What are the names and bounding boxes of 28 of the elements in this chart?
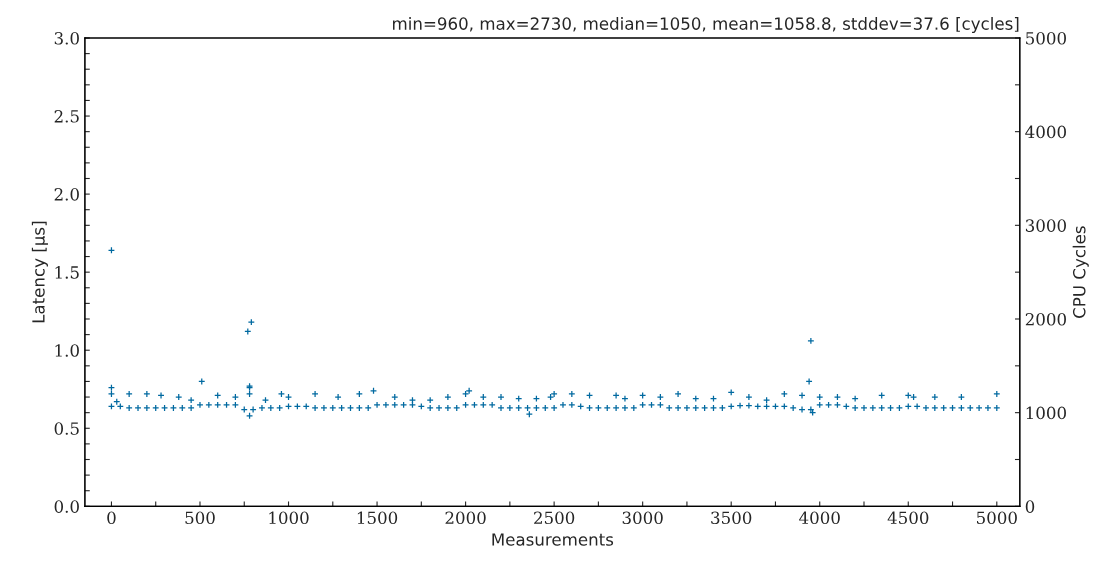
x-tick-label: 4000 [799,511,840,525]
y2-tick-label: 4000 [1025,125,1066,139]
y-tick-label: 3.0 [54,31,79,45]
x-tick-label: 4500 [887,511,929,525]
x-tick-label: 3000 [622,511,663,525]
x-tick-label: 2500 [534,511,575,525]
y2-tick-label: 3000 [1025,219,1066,232]
y-tick-label: 1.0 [55,344,79,357]
x-tick-label: 500 [185,511,215,525]
y2-tick-label: 2000 [1025,312,1066,326]
y2-axis-title: CPU Cycles [1072,226,1089,318]
y-tick-label: 0.0 [54,500,79,513]
y2-tick-label: 0 [1025,500,1035,513]
x-tick-label: 0 [107,511,116,525]
x-tick-label: 3500 [711,511,752,525]
y-tick-label: 2.0 [54,188,79,201]
x-tick-label: 1500 [357,511,398,525]
x-axis-title: Measurements [492,533,614,546]
y-tick-label: 2.5 [54,110,79,123]
chart-title: min=960, max=2730, median=1050, mean=1058.8, stddev=37.6 [cycles] [393,16,1019,34]
x-tick-label: 5000 [977,511,1017,525]
y-tick-label: 1.5 [55,266,79,279]
y2-tick-label: 1000 [1026,406,1066,420]
y-tick-label: 0.5 [54,422,79,435]
x-tick-label: 1000 [269,511,309,525]
y-axis-title: Latency [μs] [31,221,48,323]
x-tick-label: 2000 [445,511,486,525]
y2-tick-label: 5000 [1026,31,1066,45]
